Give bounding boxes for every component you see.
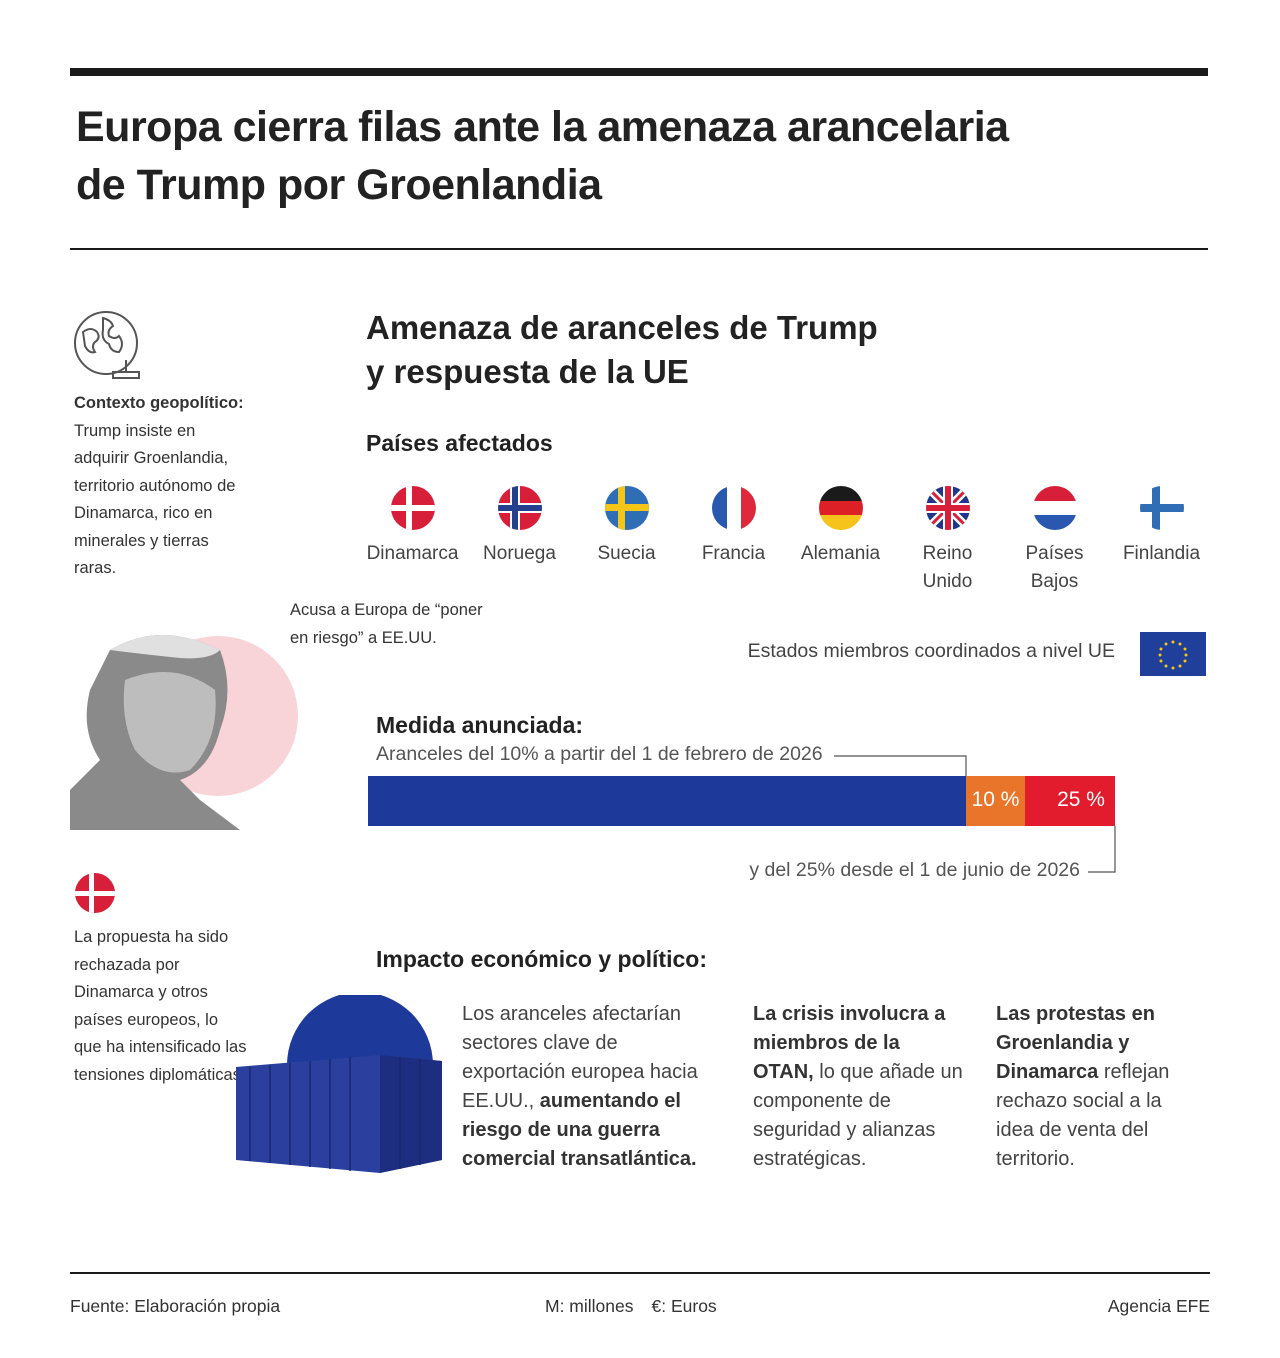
country: Francia (680, 486, 787, 568)
country-name: Alemania (800, 543, 881, 564)
affected-label: Países afectados (366, 430, 553, 456)
unit: €: Euros (651, 1296, 717, 1316)
connector (834, 755, 967, 776)
country: Suecia (573, 486, 680, 568)
denmark-text: La propuesta ha sido rechazada por Dinam… (74, 928, 247, 1084)
second-phase: y del 25% desde el 1 de junio de 2026 (749, 859, 1080, 881)
country-name: Finlandia (1122, 543, 1201, 564)
country-name: Suecia (597, 543, 656, 564)
eu-note: Estados miembros coordinados a nivel UE (747, 640, 1115, 662)
bold-text: Las protestas en Groenlandia y Dinamarca (996, 1003, 1155, 1083)
rate-label: 10 % (971, 788, 1020, 811)
text: reflejan rechazo social a la idea de ven… (996, 1061, 1170, 1170)
impact-label: Impacto económico y político: (376, 946, 707, 972)
units: M: millones €: Euros (545, 1296, 717, 1317)
country: Noruega (466, 486, 573, 568)
country-name: Francia (701, 543, 766, 564)
country: Alemania (787, 486, 894, 568)
heading-line: Amenaza de aranceles de Trump (366, 309, 878, 346)
connector (1088, 826, 1116, 873)
quote: Acusa a Europa de “poner en riesgo” a EE… (290, 601, 483, 647)
rate-label: 25 % (1057, 788, 1105, 811)
footer-rule (70, 1272, 1210, 1274)
header-rule (70, 248, 1208, 250)
title-line: de Trump por Groenlandia (76, 161, 602, 209)
country: Países Bajos (1001, 486, 1108, 596)
section-heading: Amenaza de aranceles de Trump y respuest… (366, 306, 878, 394)
bold-text: La crisis involucra a miembros de la OTA… (753, 1003, 946, 1083)
unit: M: millones (545, 1296, 634, 1316)
title-line: Europa cierra filas ante la amenaza aran… (76, 103, 1009, 151)
top-rule (70, 68, 1208, 76)
container-illustration (236, 995, 442, 1173)
country-name: Reino Unido (922, 543, 973, 592)
country: Finlandia (1108, 486, 1215, 568)
country-name: Países Bajos (1025, 543, 1084, 592)
impact-item: La crisis involucra a miembros de la OTA… (753, 1000, 963, 1174)
measure-description: Aranceles del 10% a partir del 1 de febr… (376, 743, 829, 766)
context-block: Contexto geopolítico: Trump insiste en a… (74, 390, 249, 583)
country-name: Dinamarca (366, 543, 459, 564)
country: Dinamarca (359, 486, 466, 568)
heading-line: y respuesta de la UE (366, 353, 689, 390)
denmark-flag (75, 873, 115, 913)
agency: Agencia EFE (1107, 1296, 1210, 1316)
header: Europa cierra filas ante la amenaza aran… (76, 98, 1009, 214)
measure-label: Medida anunciada: (376, 712, 584, 738)
bold-text: aumentando el riesgo de una guerra comer… (462, 1090, 697, 1170)
text: lo que añade un componente de seguridad … (753, 1061, 963, 1170)
trump-portrait (70, 635, 298, 830)
text: Los aranceles afectarían sectores clave … (462, 1003, 698, 1112)
context-label: Contexto geopolítico: (74, 394, 244, 412)
impact-item: Las protestas en Groenlandia y Dinamarca… (996, 1000, 1196, 1174)
globe-icon (74, 311, 140, 379)
country: Reino Unido (894, 486, 1001, 596)
eu-flag (1140, 632, 1206, 676)
country-name: Noruega (483, 543, 556, 564)
impact-item: Los aranceles afectarían sectores clave … (462, 1000, 712, 1174)
bar-base (368, 776, 966, 826)
context-text: Trump insiste en adquirir Groenlandia, t… (74, 421, 236, 578)
source: Fuente: Elaboración propia (70, 1296, 281, 1316)
